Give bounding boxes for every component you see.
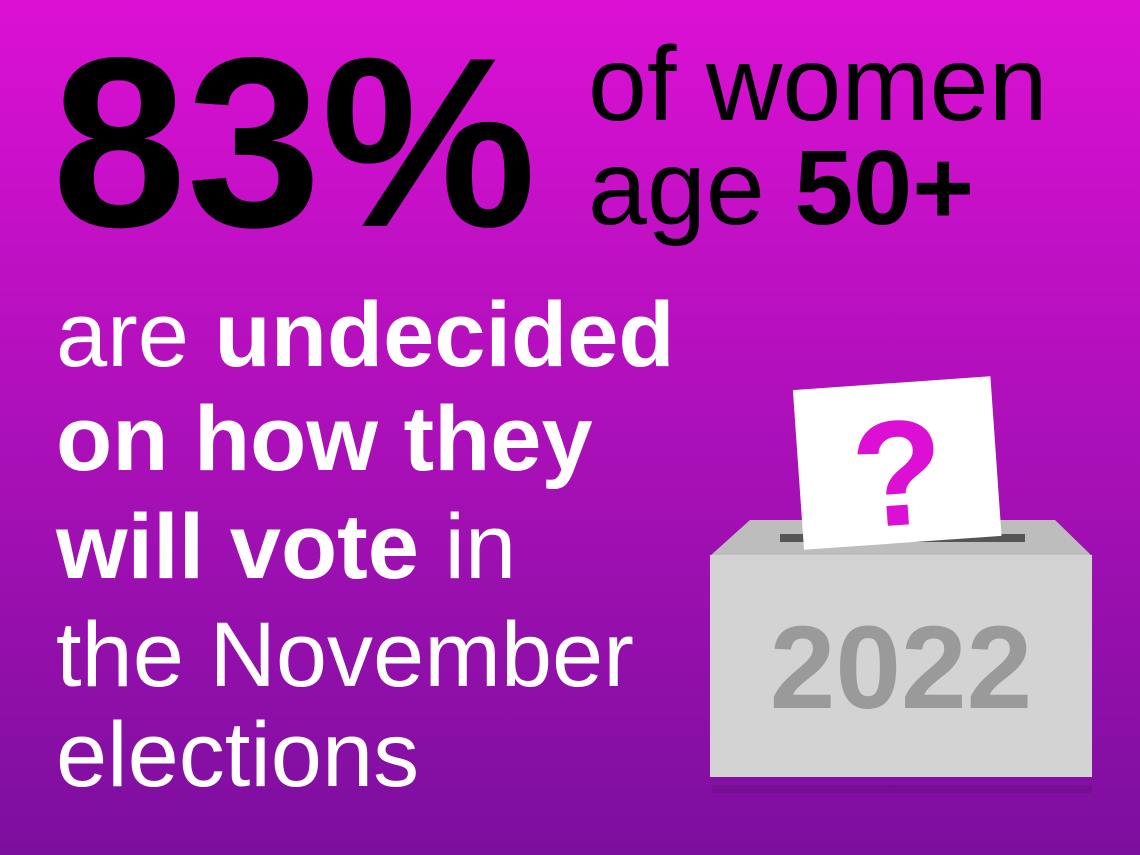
box-front: [710, 555, 1092, 777]
paper: [792, 376, 1002, 550]
message-text: in: [445, 496, 517, 598]
message-bold: undecided: [215, 284, 675, 386]
subject-text: age: [588, 129, 765, 247]
message-line: elections: [56, 704, 419, 806]
subject-line: age 50+: [588, 129, 974, 247]
ballot-paper: ?: [792, 376, 1002, 560]
message-line: the November: [56, 604, 634, 706]
subject-bold: 50+: [794, 129, 974, 247]
ballot-box: ? 2022: [710, 376, 1092, 793]
box-shadow: [712, 785, 1092, 793]
message-bold: will vote: [55, 496, 419, 598]
message: are undecided on how they will vote in t…: [55, 284, 675, 806]
message-line: on how they: [56, 388, 593, 490]
message-line: will vote in: [55, 496, 516, 598]
year: 2022: [770, 602, 1033, 734]
stat: 83%: [52, 8, 536, 278]
message-line: are undecided: [56, 284, 675, 386]
message-text: are: [56, 284, 189, 386]
question-mark: ?: [846, 386, 949, 560]
subject-line: of women: [588, 25, 1048, 143]
